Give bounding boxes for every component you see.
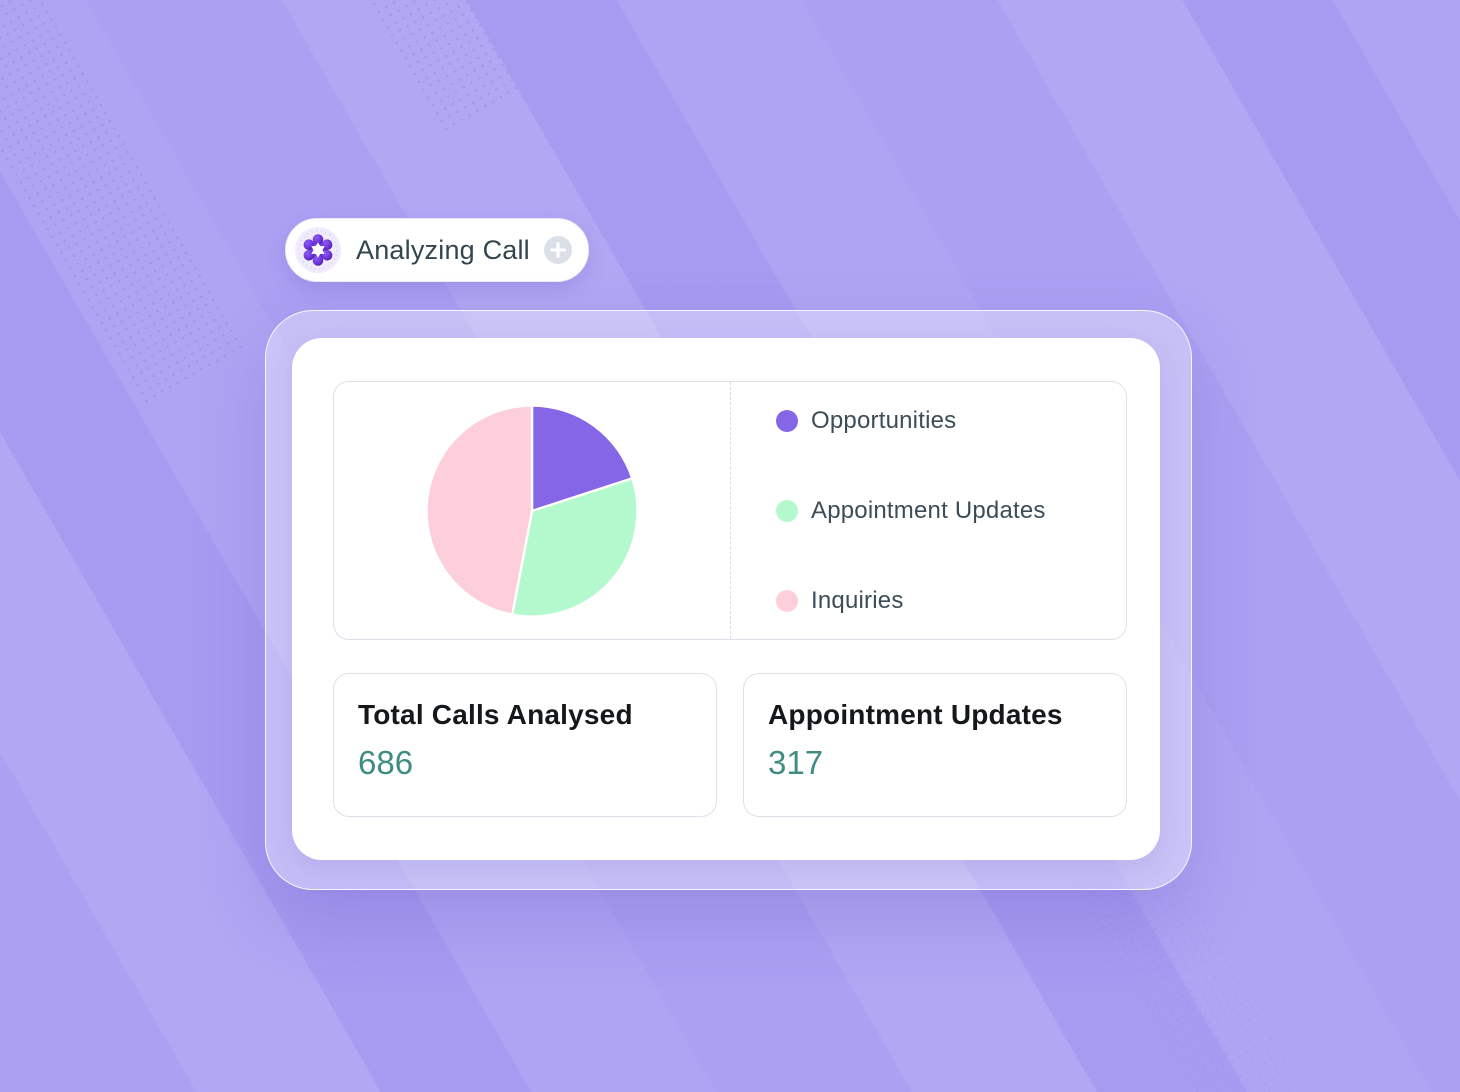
calls-pie-chart: [425, 403, 639, 618]
stat-title: Total Calls Analysed: [358, 699, 633, 730]
stat-value: 317: [768, 744, 824, 781]
legend-dot-pink: [776, 589, 798, 612]
stat-card-appointment-updates: Appointment Updates 317: [743, 673, 1127, 817]
pie-chart-area: [334, 382, 730, 639]
stat-value: 686: [358, 744, 414, 781]
dashboard-frame: Opportunities Appointment Updates Inquir…: [265, 310, 1192, 890]
legend-item-opportunities: Opportunities: [776, 407, 1126, 435]
legend-item-inquiries: Inquiries: [776, 587, 1126, 615]
chip-label: Analyzing Call: [356, 234, 530, 265]
legend-dot-green: [776, 499, 798, 522]
stat-title: Appointment Updates: [768, 699, 1063, 730]
analyzing-call-chip[interactable]: Analyzing Call: [285, 218, 589, 282]
legend-item-appointment-updates: Appointment Updates: [776, 497, 1126, 525]
calls-breakdown-panel: Opportunities Appointment Updates Inquir…: [333, 381, 1127, 640]
pie-slice-appointment-updates: [511, 476, 639, 618]
halftone-dots-top-left: [0, 0, 247, 410]
ai-gear-icon: [295, 227, 341, 273]
halftone-dots-top-right: [296, 0, 524, 138]
stat-card-total-calls: Total Calls Analysed 686: [333, 673, 717, 817]
legend-dot-purple: [776, 409, 798, 432]
stat-cards-row: Total Calls Analysed 686 Appointment Upd…: [333, 673, 1127, 817]
dashboard-card: Opportunities Appointment Updates Inquir…: [292, 338, 1160, 860]
pie-slice-opportunities: [530, 403, 634, 512]
pie-slice-inquiries: [425, 403, 534, 616]
pie-legend: Opportunities Appointment Updates Inquir…: [730, 382, 1126, 639]
plus-icon[interactable]: [543, 236, 572, 264]
